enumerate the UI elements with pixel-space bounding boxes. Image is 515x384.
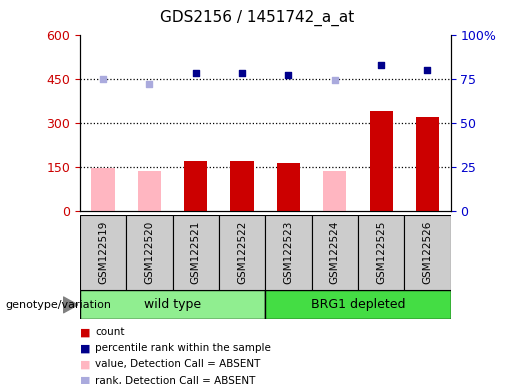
Point — [238, 70, 246, 76]
Text: GDS2156 / 1451742_a_at: GDS2156 / 1451742_a_at — [160, 10, 355, 26]
Text: genotype/variation: genotype/variation — [5, 300, 111, 310]
Bar — [369, 111, 392, 211]
Text: percentile rank within the sample: percentile rank within the sample — [95, 343, 271, 353]
Bar — [80, 215, 126, 290]
Point — [192, 70, 200, 76]
Text: GSM122525: GSM122525 — [376, 221, 386, 284]
Bar — [80, 290, 265, 319]
Text: GSM122521: GSM122521 — [191, 221, 201, 284]
Bar — [126, 215, 173, 290]
Bar — [92, 168, 114, 211]
Text: GSM122524: GSM122524 — [330, 221, 340, 284]
Text: value, Detection Call = ABSENT: value, Detection Call = ABSENT — [95, 359, 261, 369]
Point — [284, 72, 293, 78]
Text: ■: ■ — [80, 343, 90, 353]
Text: wild type: wild type — [144, 298, 201, 311]
Polygon shape — [63, 297, 78, 313]
Bar — [173, 215, 219, 290]
Point — [99, 76, 107, 82]
Point — [331, 78, 339, 84]
Bar — [184, 161, 207, 211]
Text: rank, Detection Call = ABSENT: rank, Detection Call = ABSENT — [95, 376, 255, 384]
Bar — [312, 215, 358, 290]
Text: GSM122523: GSM122523 — [283, 221, 294, 284]
Text: ■: ■ — [80, 327, 90, 337]
Text: ■: ■ — [80, 359, 90, 369]
Bar — [219, 215, 265, 290]
Point — [423, 67, 432, 73]
Text: GSM122526: GSM122526 — [422, 221, 433, 284]
Bar — [416, 117, 439, 211]
Bar — [323, 170, 346, 211]
Bar — [231, 161, 253, 211]
Bar — [404, 215, 451, 290]
Point — [377, 61, 385, 68]
Text: BRG1 depleted: BRG1 depleted — [311, 298, 405, 311]
Point — [145, 81, 153, 87]
Bar — [277, 163, 300, 211]
Text: GSM122520: GSM122520 — [144, 221, 154, 284]
Bar — [358, 215, 404, 290]
Bar — [265, 215, 312, 290]
Text: GSM122519: GSM122519 — [98, 221, 108, 284]
Bar — [265, 290, 451, 319]
Text: count: count — [95, 327, 125, 337]
Text: GSM122522: GSM122522 — [237, 221, 247, 284]
Bar — [138, 170, 161, 211]
Text: ■: ■ — [80, 376, 90, 384]
